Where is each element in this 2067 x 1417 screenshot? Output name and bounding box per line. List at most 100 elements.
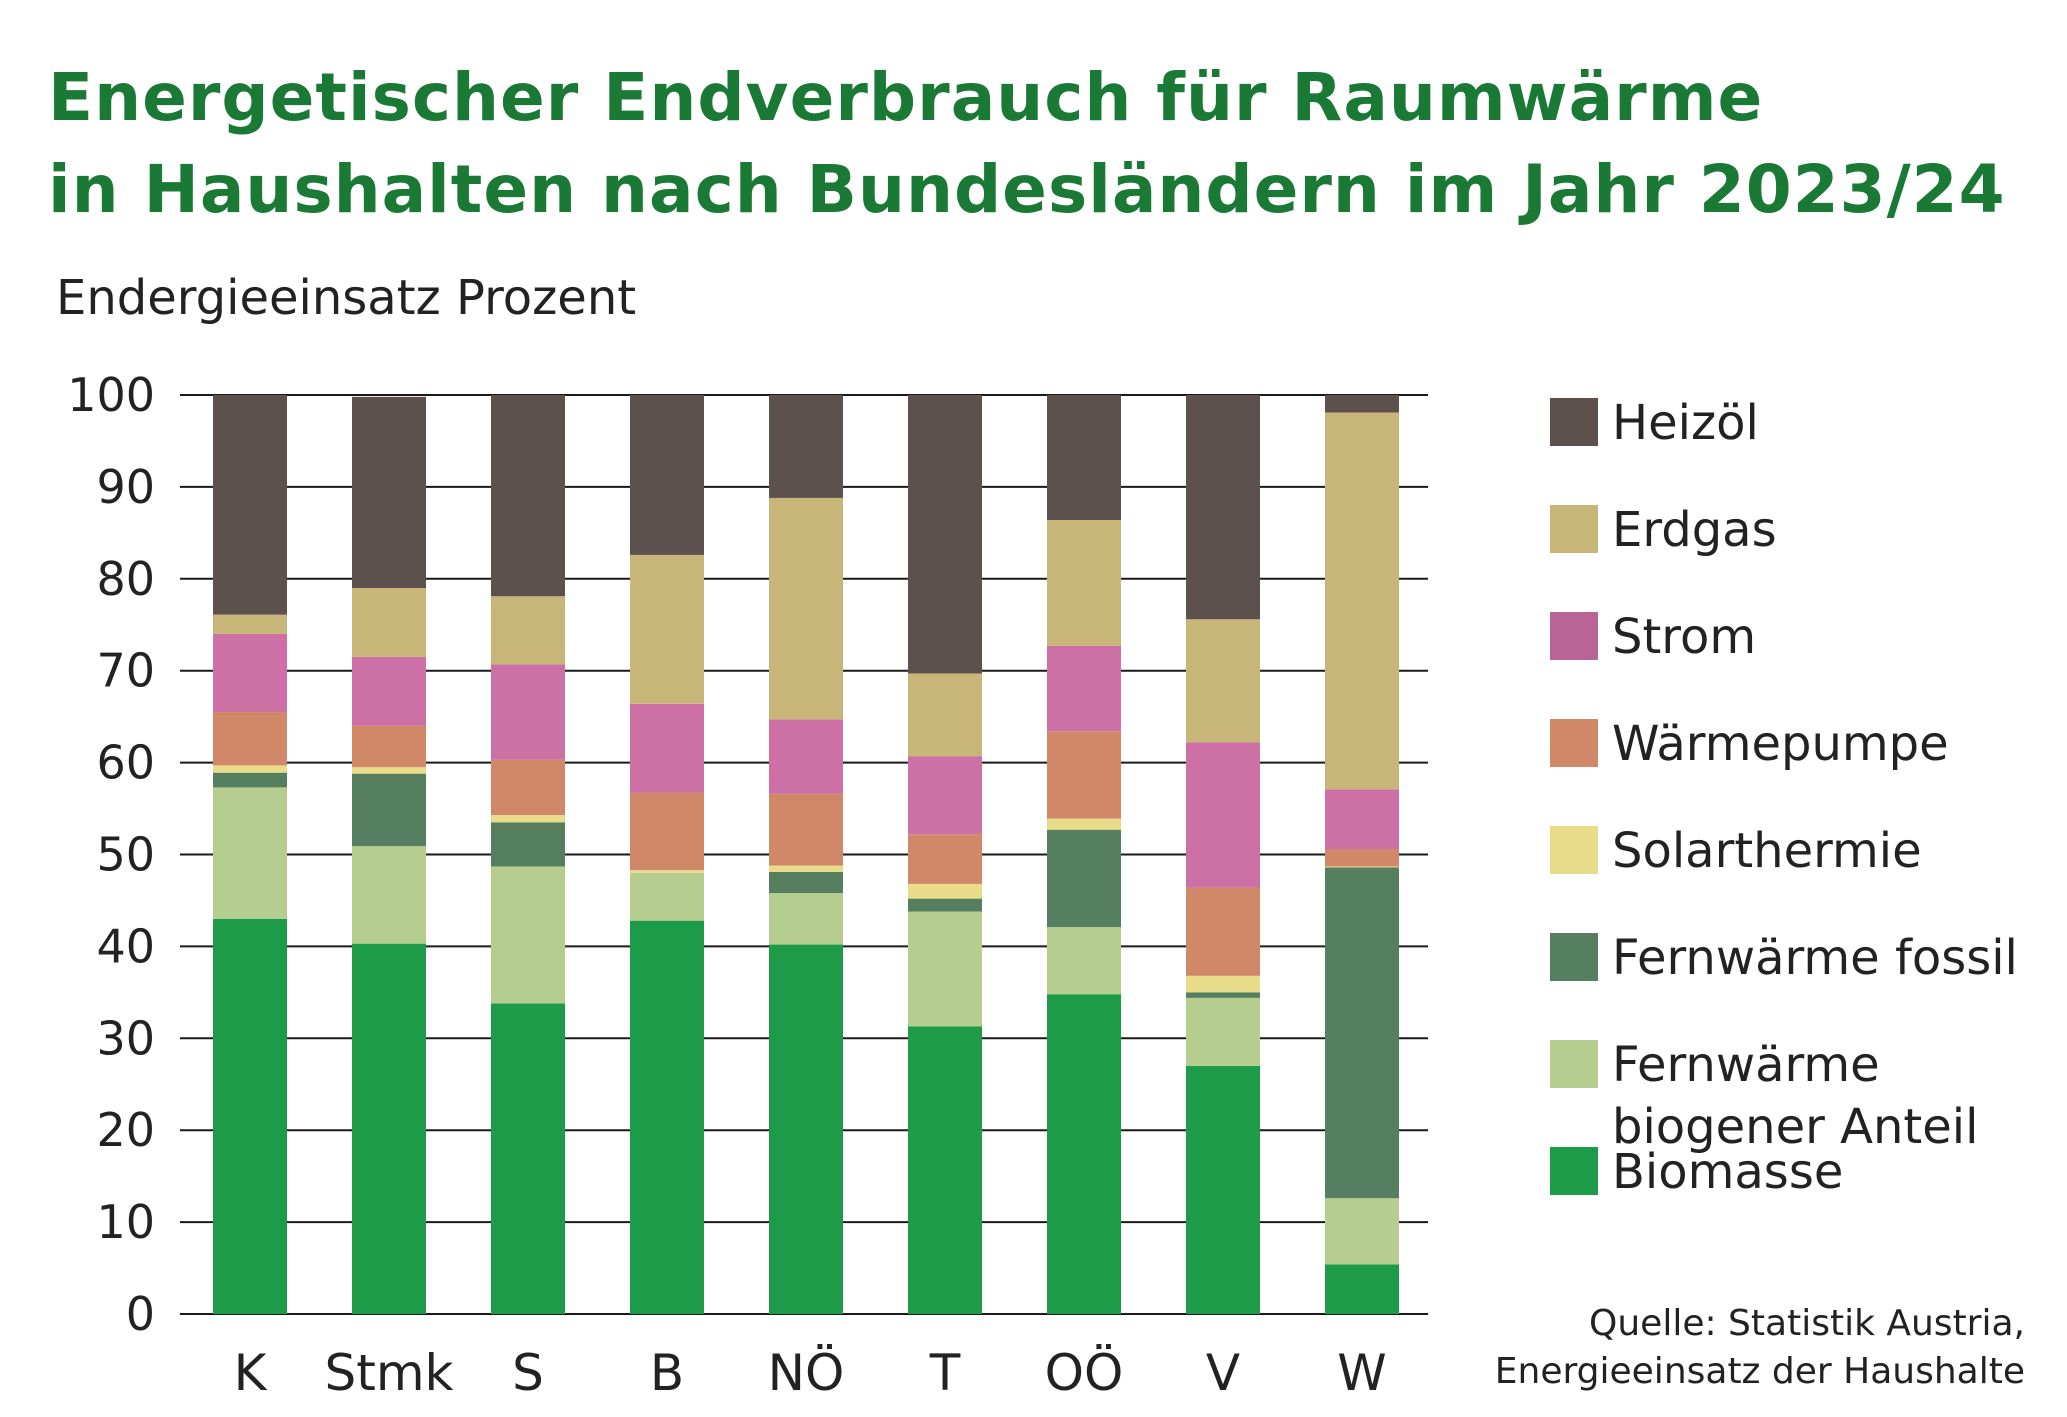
bar-segment xyxy=(491,596,565,665)
x-tick-label: K xyxy=(234,1344,268,1402)
chart-title-line-1: Energetischer Endverbrauch für Raumwärme xyxy=(48,59,1764,136)
bar-segment xyxy=(908,395,982,674)
bar-segment xyxy=(1186,1065,1260,1314)
bar-segment xyxy=(491,664,565,760)
bar-stack-S xyxy=(491,395,565,1314)
source-line-2: Energieeinsatz der Haushalte xyxy=(1494,1351,2025,1392)
bar-segment xyxy=(769,719,843,794)
y-tick-label: 100 xyxy=(67,368,155,422)
legend-label: Heizöl xyxy=(1612,395,1759,451)
bar-segment xyxy=(352,767,426,774)
bar-segment xyxy=(630,554,704,704)
y-tick-label: 90 xyxy=(96,460,155,514)
legend-item: Fernwärme fossil xyxy=(1550,930,2018,986)
bar-segment xyxy=(1047,645,1121,732)
legend-swatch xyxy=(1550,719,1598,767)
bar-segment xyxy=(213,918,287,1314)
bar-segment xyxy=(769,944,843,1314)
bar-segment xyxy=(908,1026,982,1314)
bar-segment xyxy=(352,846,426,944)
legend-item: Solarthermie xyxy=(1550,823,1922,879)
bar-segment xyxy=(908,673,982,757)
bar-segment xyxy=(1325,789,1399,849)
bar-segment xyxy=(630,870,704,873)
bar-segment xyxy=(213,787,287,919)
bar-segment xyxy=(1186,619,1260,743)
chart-title-line-2: in Haushalten nach Bundesländern im Jahr… xyxy=(48,151,2006,228)
bar-segment xyxy=(1186,887,1260,976)
y-tick-labels: 0 10 20 30 40 50 60 70 80 90 100 xyxy=(67,368,155,1341)
bar-segment xyxy=(908,883,982,899)
chart-title: Energetischer Endverbrauch für Raumwärme… xyxy=(48,52,2006,236)
bar-segment xyxy=(213,633,287,713)
legend-swatch xyxy=(1550,505,1598,553)
legend-label: Solarthermie xyxy=(1612,823,1922,879)
bar-segment xyxy=(908,911,982,1027)
bar-segment xyxy=(491,822,565,867)
bar-segment xyxy=(630,703,704,793)
bar-segment xyxy=(908,756,982,835)
bar-stack-NÖ xyxy=(769,395,843,1314)
bar-segment xyxy=(630,792,704,871)
x-tick-label: S xyxy=(512,1344,544,1402)
bar-segment xyxy=(630,920,704,1314)
y-tick-label: 60 xyxy=(96,736,155,790)
legend-swatch xyxy=(1550,398,1598,446)
bar-segment xyxy=(213,765,287,773)
bar-stack-B xyxy=(630,395,704,1314)
bar-segment xyxy=(213,712,287,766)
bar-segment xyxy=(1047,994,1121,1314)
bar-segment xyxy=(352,943,426,1314)
bar-stack-Stmk xyxy=(352,396,426,1314)
legend-label: Strom xyxy=(1612,609,1756,665)
x-tick-label: B xyxy=(650,1344,684,1402)
x-tick-label: OÖ xyxy=(1045,1344,1124,1402)
bar-segment xyxy=(630,872,704,921)
bar-segment xyxy=(769,395,843,498)
source-line-1: Quelle: Statistik Austria, xyxy=(1589,1303,2025,1344)
legend-swatch xyxy=(1550,1147,1598,1195)
bars xyxy=(213,395,1399,1314)
bar-stack-V xyxy=(1186,395,1260,1314)
legend-item: Strom xyxy=(1550,609,1756,665)
bar-segment xyxy=(1047,927,1121,995)
bar-segment xyxy=(491,759,565,815)
bar-segment xyxy=(1325,1198,1399,1265)
x-tick-label: W xyxy=(1337,1344,1386,1402)
bar-segment xyxy=(1186,975,1260,993)
x-tick-label: NÖ xyxy=(768,1344,845,1402)
y-tick-label: 0 xyxy=(126,1287,155,1341)
bar-stack-OÖ xyxy=(1047,395,1121,1314)
y-tick-label: 40 xyxy=(96,919,155,973)
y-tick-label: 80 xyxy=(96,552,155,606)
legend-label: Biomasse xyxy=(1612,1144,1843,1200)
bar-segment xyxy=(1325,848,1399,867)
bar-segment xyxy=(352,396,426,588)
bar-segment xyxy=(1186,997,1260,1066)
bar-segment xyxy=(1047,395,1121,520)
legend-item: Wärmepumpe xyxy=(1550,716,1949,772)
bar-segment xyxy=(1325,867,1399,1199)
bar-segment xyxy=(1047,818,1121,830)
bar-segment xyxy=(213,772,287,788)
bar-segment xyxy=(352,656,426,726)
bar-segment xyxy=(769,497,843,720)
legend: Heizöl Erdgas Strom Wärmepumpe Solarthermie F… xyxy=(1550,395,2018,1200)
x-tick-labels: K Stmk S B NÖ T OÖ V W xyxy=(234,1344,1387,1402)
legend-label: Erdgas xyxy=(1612,502,1777,558)
legend-item: Biomasse xyxy=(1550,1144,1843,1200)
x-tick-label: T xyxy=(929,1344,961,1402)
bar-segment xyxy=(1047,829,1121,928)
y-tick-label: 20 xyxy=(96,1103,155,1157)
bar-segment xyxy=(213,395,287,615)
bar-segment xyxy=(1047,519,1121,646)
bar-segment xyxy=(908,834,982,884)
bar-segment xyxy=(1325,395,1399,413)
x-tick-label: V xyxy=(1206,1344,1240,1402)
bar-segment xyxy=(769,793,843,866)
y-axis-label: Endergieeinsatz Prozent xyxy=(56,270,637,326)
legend-swatch xyxy=(1550,826,1598,874)
bar-segment xyxy=(491,814,565,823)
legend-item: Fernwärme biogener Anteil xyxy=(1550,1037,1978,1155)
